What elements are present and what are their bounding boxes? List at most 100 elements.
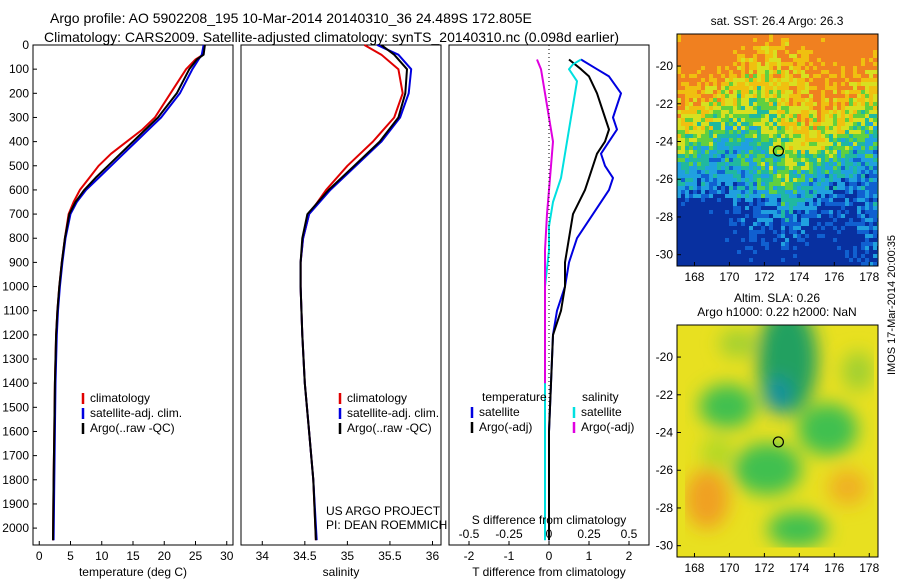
sst-cell xyxy=(865,54,869,58)
sst-cell xyxy=(757,210,761,214)
sst-cell xyxy=(801,226,805,230)
sst-cell xyxy=(681,122,685,126)
temperature-xtick-label: 0 xyxy=(36,549,43,563)
sst-cell xyxy=(765,126,769,130)
sst-cell xyxy=(829,214,833,218)
sst-cell xyxy=(773,142,777,146)
sst-cell xyxy=(729,222,733,226)
sst-cell xyxy=(689,158,693,162)
sst-cell xyxy=(853,258,857,262)
sst-cell xyxy=(873,178,877,182)
sst-cell xyxy=(849,202,853,206)
sst-cell xyxy=(749,126,753,130)
sst-cell xyxy=(753,174,757,178)
sst-cell xyxy=(677,46,681,50)
sst-cell xyxy=(697,38,701,42)
sst-cell xyxy=(769,102,773,106)
sst-cell xyxy=(725,186,729,190)
sst-cell xyxy=(837,230,841,234)
sst-cell xyxy=(829,74,833,78)
sst-cell xyxy=(777,118,781,122)
sst-cell xyxy=(825,178,829,182)
sst-cell xyxy=(753,234,757,238)
sst-cell xyxy=(749,174,753,178)
sst-cell xyxy=(741,154,745,158)
sst-cell xyxy=(741,46,745,50)
sst-cell xyxy=(685,178,689,182)
sst-cell xyxy=(677,214,681,218)
sst-cell xyxy=(725,46,729,50)
sst-cell xyxy=(869,166,873,170)
sst-cell xyxy=(861,254,865,258)
sst-cell xyxy=(845,122,849,126)
sst-cell xyxy=(753,78,757,82)
sst-cell xyxy=(865,118,869,122)
sst-cell xyxy=(829,150,833,154)
sst-cell xyxy=(749,250,753,254)
sst-cell xyxy=(813,238,817,242)
sst-cell xyxy=(701,126,705,130)
sst-cell xyxy=(801,54,805,58)
sst-cell xyxy=(813,122,817,126)
sst-cell xyxy=(833,74,837,78)
temperature-ytick-label: 1200 xyxy=(2,328,29,342)
sst-cell xyxy=(689,110,693,114)
sst-cell xyxy=(821,58,825,62)
sst-cell xyxy=(797,42,801,46)
sst-cell xyxy=(741,78,745,82)
sst-cell xyxy=(745,194,749,198)
sst-cell xyxy=(761,182,765,186)
sst-cell xyxy=(829,142,833,146)
sst-cell xyxy=(849,174,853,178)
sst-cell xyxy=(725,114,729,118)
sst-cell xyxy=(849,46,853,50)
sst-cell xyxy=(749,202,753,206)
sst-cell xyxy=(677,42,681,46)
sst-cell xyxy=(785,186,789,190)
sst-cell xyxy=(861,242,865,246)
sst-cell xyxy=(745,222,749,226)
sst-cell xyxy=(761,54,765,58)
sst-cell xyxy=(777,218,781,222)
sst-cell xyxy=(829,226,833,230)
sst-cell xyxy=(789,70,793,74)
sst-cell xyxy=(781,206,785,210)
sst-cell xyxy=(801,130,805,134)
sst-cell xyxy=(713,98,717,102)
sst-cell xyxy=(749,102,753,106)
sst-cell xyxy=(765,46,769,50)
sst-cell xyxy=(841,238,845,242)
sst-cell xyxy=(841,122,845,126)
sst-cell xyxy=(737,234,741,238)
sst-cell xyxy=(829,182,833,186)
sst-cell xyxy=(853,158,857,162)
sst-cell xyxy=(849,82,853,86)
sst-cell xyxy=(757,234,761,238)
sst-cell xyxy=(825,186,829,190)
sst-cell xyxy=(785,158,789,162)
sst-cell xyxy=(741,54,745,58)
sst-cell xyxy=(741,86,745,90)
sst-cell xyxy=(813,150,817,154)
sst-cell xyxy=(741,94,745,98)
sst-cell xyxy=(785,50,789,54)
sst-cell xyxy=(857,102,861,106)
sst-cell xyxy=(813,86,817,90)
sst-cell xyxy=(677,74,681,78)
sst-cell xyxy=(745,138,749,142)
sst-cell xyxy=(857,70,861,74)
sst-cell xyxy=(741,142,745,146)
sst-cell xyxy=(785,162,789,166)
sst-cell xyxy=(781,126,785,130)
sst-cell xyxy=(797,90,801,94)
sla-blob xyxy=(767,511,828,548)
sst-cell xyxy=(701,74,705,78)
sst-cell xyxy=(789,210,793,214)
sst-cell xyxy=(813,254,817,258)
sst-cell xyxy=(681,218,685,222)
sst-cell xyxy=(857,62,861,66)
sst-cell xyxy=(789,214,793,218)
sst-cell xyxy=(709,182,713,186)
sst-cell xyxy=(769,198,773,202)
sst-cell xyxy=(725,170,729,174)
